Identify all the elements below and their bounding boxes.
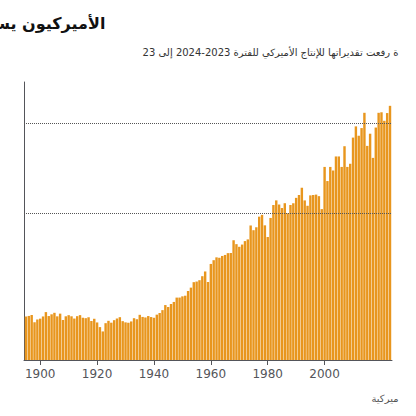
svg-text:1980: 1980 — [252, 367, 283, 381]
svg-text:ة رفعت تقديراتها للإنتاج الأمي: ة رفعت تقديراتها للإنتاج الأميركي للفترة… — [143, 46, 399, 59]
svg-text:1940: 1940 — [139, 367, 170, 381]
svg-text:1960: 1960 — [196, 367, 227, 381]
svg-text:الأميركيون يستعدون لحصاد محصول: الأميركيون يستعدون لحصاد محصول ذ — [0, 14, 105, 33]
svg-text:ميركية: ميركية — [371, 393, 398, 404]
svg-text:2000: 2000 — [309, 367, 340, 381]
svg-text:1920: 1920 — [82, 367, 113, 381]
svg-text:1900: 1900 — [25, 367, 56, 381]
